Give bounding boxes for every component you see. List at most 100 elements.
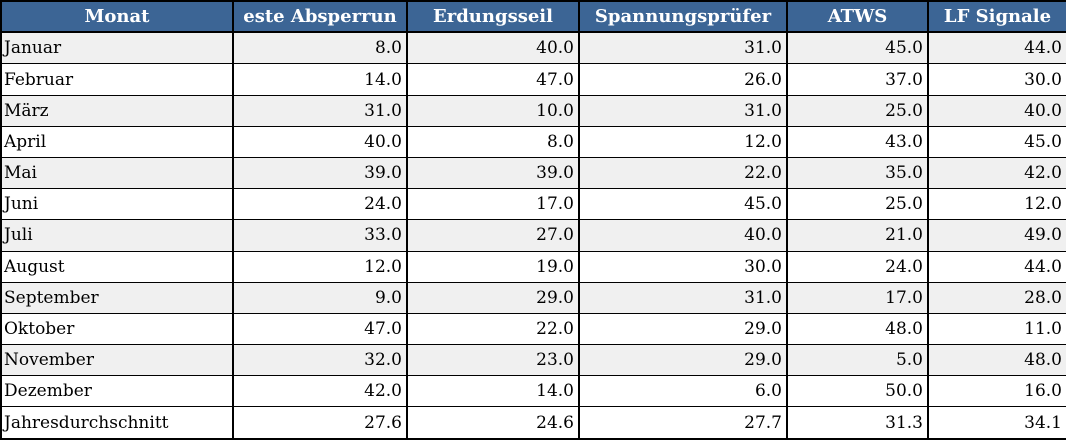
table-cell: 40.0	[578, 219, 788, 252]
table-cell: 37.0	[786, 63, 929, 96]
table-cell: 30.0	[927, 63, 1066, 96]
row-label: Jahresdurchschnitt	[0, 406, 234, 440]
table-row: Januar 8.0 40.0 31.0 45.0 44.0	[0, 31, 1066, 65]
table-cell: 29.0	[578, 344, 788, 377]
column-header-1: este Absperrun	[232, 0, 408, 33]
table-cell: 32.0	[232, 344, 408, 377]
row-label: November	[0, 344, 234, 377]
table-row: Februar 14.0 47.0 26.0 37.0 30.0	[0, 63, 1066, 96]
row-label: August	[0, 250, 234, 283]
table-cell: 34.1	[927, 406, 1066, 440]
row-label: Juni	[0, 188, 234, 221]
table-cell: 31.3	[786, 406, 929, 440]
table-cell: 10.0	[406, 94, 580, 127]
table-cell: 6.0	[578, 375, 788, 408]
table-cell: 45.0	[927, 125, 1066, 158]
table-cell: 26.0	[578, 63, 788, 96]
table-cell: 8.0	[406, 125, 580, 158]
table-row: Oktober 47.0 22.0 29.0 48.0 11.0	[0, 312, 1066, 346]
table-cell: 42.0	[927, 156, 1066, 190]
table-cell: 25.0	[786, 188, 929, 221]
table-cell: 44.0	[927, 31, 1066, 65]
table-cell: 12.0	[232, 250, 408, 283]
table-header: Monat este Absperrun Erdungsseil Spannungsp…	[0, 0, 1066, 33]
table-cell: 22.0	[578, 156, 788, 190]
table-cell: 27.7	[578, 406, 788, 440]
table-cell: 17.0	[406, 188, 580, 221]
table-cell: 40.0	[927, 94, 1066, 127]
table-cell: 21.0	[786, 219, 929, 252]
column-header-2: Erdungsseil	[406, 0, 580, 33]
table-cell: 33.0	[232, 219, 408, 252]
table-cell: 49.0	[927, 219, 1066, 252]
table-cell: 44.0	[927, 250, 1066, 283]
table-cell: 45.0	[786, 31, 929, 65]
table-cell: 39.0	[406, 156, 580, 190]
table-cell: 8.0	[232, 31, 408, 65]
table-row: November 32.0 23.0 29.0 5.0 48.0	[0, 344, 1066, 377]
row-label: September	[0, 281, 234, 314]
table-cell: 12.0	[578, 125, 788, 158]
row-label: Oktober	[0, 312, 234, 346]
row-label: Februar	[0, 63, 234, 96]
table-row: September 9.0 29.0 31.0 17.0 28.0	[0, 281, 1066, 314]
table-cell: 11.0	[927, 312, 1066, 346]
table-cell: 27.6	[232, 406, 408, 440]
table-cell: 24.6	[406, 406, 580, 440]
table-cell: 42.0	[232, 375, 408, 408]
table-cell: 23.0	[406, 344, 580, 377]
table-cell: 35.0	[786, 156, 929, 190]
column-header-3: Spannungsprüfer	[578, 0, 788, 33]
table-row: Juli 33.0 27.0 40.0 21.0 49.0	[0, 219, 1066, 252]
row-label: April	[0, 125, 234, 158]
table-cell: 17.0	[786, 281, 929, 314]
table-cell: 9.0	[232, 281, 408, 314]
table-cell: 27.0	[406, 219, 580, 252]
table-cell: 14.0	[406, 375, 580, 408]
table-cell: 24.0	[786, 250, 929, 283]
table-cell: 31.0	[578, 281, 788, 314]
table-cell: 39.0	[232, 156, 408, 190]
header-row: Monat este Absperrun Erdungsseil Spannungsp…	[0, 0, 1066, 33]
table-cell: 29.0	[578, 312, 788, 346]
column-header-0: Monat	[0, 0, 234, 33]
table-cell: 29.0	[406, 281, 580, 314]
table-cell: 28.0	[927, 281, 1066, 314]
row-label: Dezember	[0, 375, 234, 408]
table-row: Dezember 42.0 14.0 6.0 50.0 16.0	[0, 375, 1066, 408]
table-cell: 19.0	[406, 250, 580, 283]
table-body: Januar 8.0 40.0 31.0 45.0 44.0 Februar 14.0 47.0…	[0, 31, 1066, 440]
table-cell: 40.0	[232, 125, 408, 158]
table-cell: 30.0	[578, 250, 788, 283]
table-cell: 31.0	[232, 94, 408, 127]
table-cell: 14.0	[232, 63, 408, 96]
row-label: März	[0, 94, 234, 127]
table-row: April 40.0 8.0 12.0 43.0 45.0	[0, 125, 1066, 158]
table-cell: 47.0	[406, 63, 580, 96]
table-cell: 40.0	[406, 31, 580, 65]
column-header-4: ATWS	[786, 0, 929, 33]
table-cell: 31.0	[578, 31, 788, 65]
table-cell: 16.0	[927, 375, 1066, 408]
table-cell: 48.0	[786, 312, 929, 346]
table-cell: 5.0	[786, 344, 929, 377]
row-label: Mai	[0, 156, 234, 190]
table-cell: 24.0	[232, 188, 408, 221]
table-cell: 50.0	[786, 375, 929, 408]
row-label: Juli	[0, 219, 234, 252]
row-label: Januar	[0, 31, 234, 65]
table-cell: 25.0	[786, 94, 929, 127]
table-row: Jahresdurchschnitt 27.6 24.6 27.7 31.3 34.1	[0, 406, 1066, 440]
table-row: Juni 24.0 17.0 45.0 25.0 12.0	[0, 188, 1066, 221]
column-header-5: LF Signale	[927, 0, 1066, 33]
table-cell: 43.0	[786, 125, 929, 158]
table-row: Mai 39.0 39.0 22.0 35.0 42.0	[0, 156, 1066, 190]
table-row: März 31.0 10.0 31.0 25.0 40.0	[0, 94, 1066, 127]
table-cell: 22.0	[406, 312, 580, 346]
table-cell: 45.0	[578, 188, 788, 221]
table-row: August 12.0 19.0 30.0 24.0 44.0	[0, 250, 1066, 283]
table-cell: 12.0	[927, 188, 1066, 221]
table-cell: 31.0	[578, 94, 788, 127]
table-cell: 47.0	[232, 312, 408, 346]
